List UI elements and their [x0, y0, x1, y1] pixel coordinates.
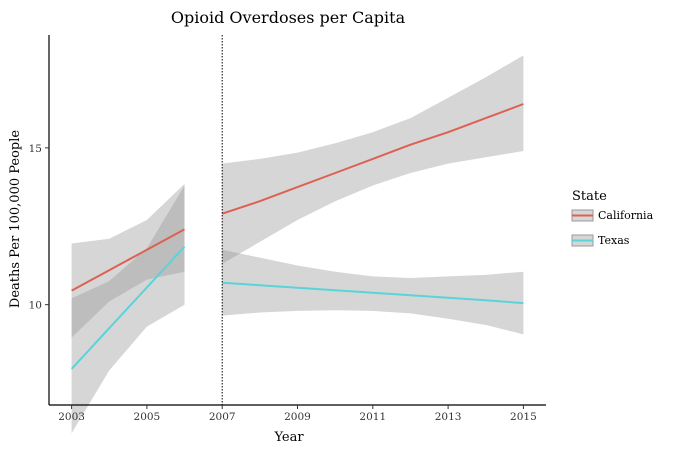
x-tick-label: 2015: [510, 411, 537, 423]
line-texas-2: [222, 281, 524, 305]
x-tick-label: 2013: [435, 411, 462, 423]
line-california-2: [221, 103, 524, 215]
legend-title: State: [572, 189, 607, 204]
x-tick-label: 2009: [284, 411, 311, 423]
x-tick-label: 2005: [134, 411, 161, 423]
x-ticks: 2003 2005 2007 2009 2011 2013 2015: [58, 405, 537, 423]
y-axis-label: Deaths Per 100,000 People: [8, 130, 23, 309]
legend-label-texas: Texas: [598, 234, 630, 247]
x-tick-label: 2003: [58, 411, 85, 423]
y-ticks: 10 15: [29, 143, 49, 312]
x-axis-label: Year: [273, 430, 304, 445]
ribbon-texas-1: [71, 185, 185, 434]
x-tick-label: 2011: [359, 411, 386, 423]
chart-title: Opioid Overdoses per Capita: [171, 8, 406, 27]
line-california-1: [71, 228, 185, 292]
legend-item-texas: Texas: [571, 234, 630, 247]
y-tick-label: 15: [29, 143, 42, 155]
legend-item-california: California: [571, 209, 654, 222]
legend-label-california: California: [598, 209, 654, 222]
legend: State California Texas: [571, 189, 654, 247]
x-tick-label: 2007: [209, 411, 236, 423]
trend-lines: [70, 103, 524, 370]
y-tick-label: 10: [29, 300, 42, 312]
line-texas-1: [70, 246, 186, 370]
confidence-ribbons: [71, 55, 524, 434]
